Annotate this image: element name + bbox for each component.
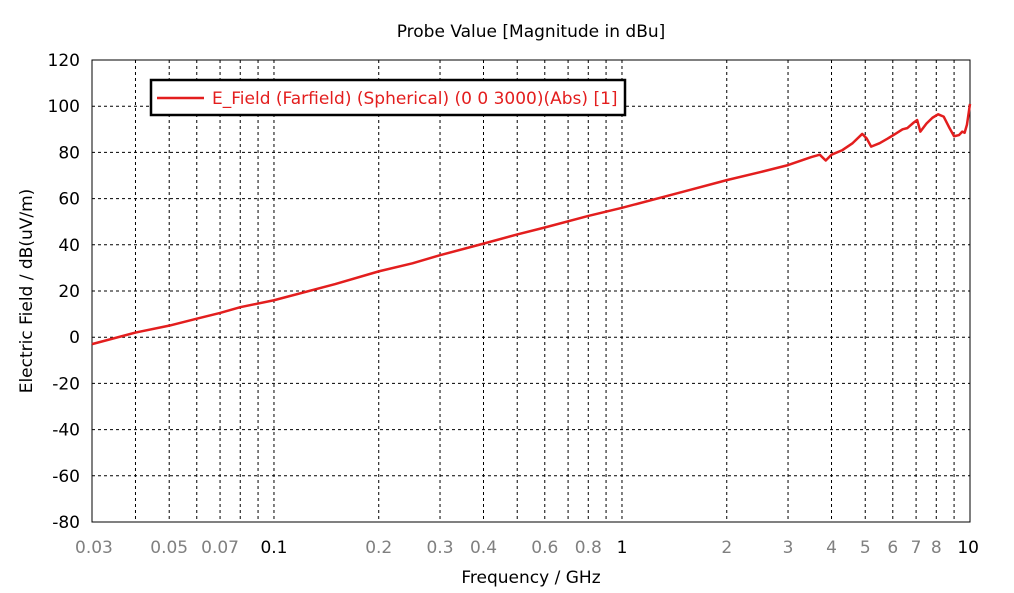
y-axis-ticks: -80 -60 -40 -20 0 20 40 60 80 100 120 bbox=[48, 51, 80, 533]
x-tick-label: 7 bbox=[911, 538, 922, 558]
y-tick-label: 0 bbox=[69, 328, 80, 348]
x-tick-label: 0.3 bbox=[426, 538, 453, 558]
x-tick-label: 0.2 bbox=[365, 538, 392, 558]
series-line bbox=[91, 103, 972, 346]
x-tick-label: 0.05 bbox=[150, 538, 188, 558]
y-tick-label: 40 bbox=[58, 236, 80, 256]
x-tick-label: 0.4 bbox=[470, 538, 497, 558]
grid bbox=[91, 59, 971, 523]
x-tick-label: 0.07 bbox=[201, 538, 239, 558]
x-tick-label: 1 bbox=[617, 538, 628, 558]
x-tick-label: 8 bbox=[931, 538, 942, 558]
y-tick-label: 60 bbox=[58, 190, 80, 210]
x-tick-label: 10 bbox=[957, 538, 979, 558]
x-tick-label: 0.03 bbox=[75, 538, 113, 558]
x-tick-label: 3 bbox=[783, 538, 794, 558]
x-tick-label: 4 bbox=[826, 538, 837, 558]
y-tick-label: -20 bbox=[52, 374, 80, 394]
y-tick-label: 80 bbox=[58, 143, 80, 163]
legend-box bbox=[149, 78, 627, 117]
x-axis-label: Frequency / GHz bbox=[461, 568, 600, 588]
series-layer bbox=[91, 103, 972, 346]
y-axis-label: Electric Field / dB(uV/m) bbox=[17, 189, 37, 394]
legend-label: E_Field (Farfield) (Spherical) (0 0 3000… bbox=[212, 89, 618, 109]
x-tick-label: 0.1 bbox=[260, 538, 287, 558]
y-tick-label: 100 bbox=[48, 97, 80, 117]
chart-title: Probe Value [Magnitude in dBu] bbox=[397, 22, 666, 42]
x-axis-ticks: 0.03 0.05 0.07 0.1 0.2 0.3 0.4 0.6 0.8 1 2 3 4 5 6 7 8 10 bbox=[75, 538, 979, 558]
x-tick-label: 0.8 bbox=[575, 538, 602, 558]
x-tick-label: 0.6 bbox=[531, 538, 558, 558]
plot-area-frame bbox=[91, 59, 971, 523]
x-tick-label: 2 bbox=[721, 538, 732, 558]
x-tick-label: 6 bbox=[887, 538, 898, 558]
y-tick-label: 20 bbox=[58, 282, 80, 302]
x-tick-label: 5 bbox=[860, 538, 871, 558]
y-tick-label: -80 bbox=[52, 513, 80, 533]
y-tick-label: -60 bbox=[52, 467, 80, 487]
y-tick-label: -40 bbox=[52, 421, 80, 441]
legend: E_Field (Farfield) (Spherical) (0 0 3000… bbox=[149, 78, 627, 117]
y-tick-label: 120 bbox=[48, 51, 80, 71]
